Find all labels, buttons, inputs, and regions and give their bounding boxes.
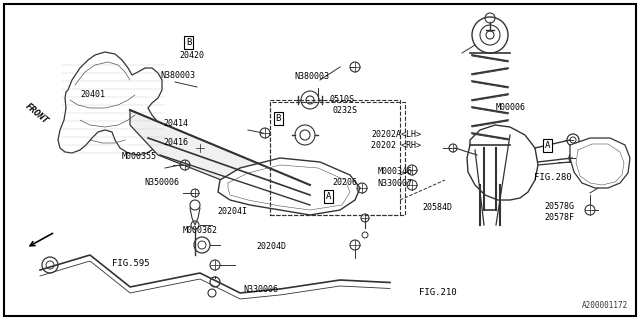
Text: 20202A<LH>: 20202A<LH> xyxy=(371,130,421,139)
Text: FIG.595: FIG.595 xyxy=(112,260,150,268)
Polygon shape xyxy=(58,52,162,155)
Text: 20206: 20206 xyxy=(333,178,358,187)
Polygon shape xyxy=(467,125,538,200)
Text: M000346: M000346 xyxy=(378,167,413,176)
Text: 20204D: 20204D xyxy=(256,242,286,251)
Text: N350006: N350006 xyxy=(144,178,179,187)
Text: 0232S: 0232S xyxy=(333,106,358,115)
Text: 20578F: 20578F xyxy=(544,213,574,222)
Text: A200001172: A200001172 xyxy=(582,301,628,310)
Polygon shape xyxy=(570,138,630,188)
Text: 20414: 20414 xyxy=(163,119,188,128)
Text: A: A xyxy=(545,141,550,150)
Bar xyxy=(270,102,405,215)
Text: B: B xyxy=(276,114,281,123)
Text: M00006: M00006 xyxy=(496,103,526,112)
Text: M000362: M000362 xyxy=(182,226,218,235)
Text: 20420: 20420 xyxy=(179,52,204,60)
Text: 20401: 20401 xyxy=(80,90,105,99)
Text: 20578G: 20578G xyxy=(544,202,574,211)
Text: N380003: N380003 xyxy=(160,71,195,80)
Text: 20584D: 20584D xyxy=(422,204,452,212)
Polygon shape xyxy=(130,110,310,215)
Text: N380003: N380003 xyxy=(294,72,330,81)
Text: 20202 <RH>: 20202 <RH> xyxy=(371,141,421,150)
Text: N330006: N330006 xyxy=(243,285,278,294)
Text: M000355: M000355 xyxy=(122,152,157,161)
Text: FRONT: FRONT xyxy=(24,101,51,126)
Text: N330007: N330007 xyxy=(378,180,413,188)
Bar xyxy=(270,100,400,215)
Text: FIG.210: FIG.210 xyxy=(419,288,457,297)
Text: FIG.280: FIG.280 xyxy=(534,173,572,182)
Text: 0510S: 0510S xyxy=(330,95,355,104)
Polygon shape xyxy=(218,158,360,215)
Text: 20204I: 20204I xyxy=(218,207,248,216)
Text: 20416: 20416 xyxy=(163,138,188,147)
Text: A: A xyxy=(326,192,331,201)
Text: B: B xyxy=(186,38,191,47)
